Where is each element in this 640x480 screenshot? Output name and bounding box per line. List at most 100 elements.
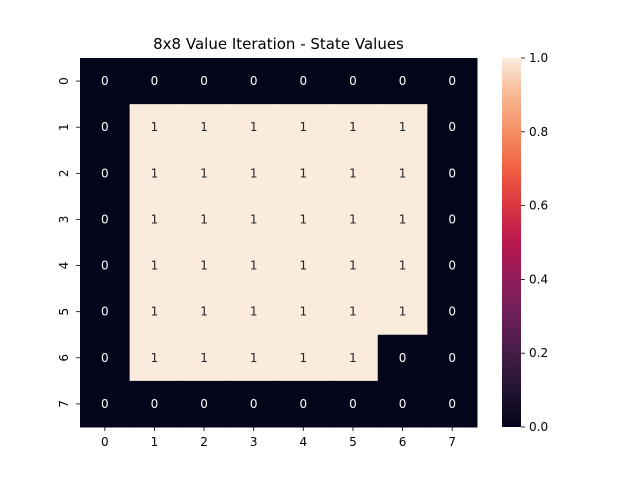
heatmap-cell	[278, 196, 329, 243]
heatmap-cell	[179, 288, 230, 336]
heatmap-cell	[328, 334, 379, 382]
colorbar-tick-label: 0.6	[529, 199, 548, 213]
cell-value-label: 1	[299, 305, 307, 319]
cell-value-label: 0	[448, 212, 456, 226]
cell-value-label: 0	[448, 74, 456, 88]
cell-value-label: 1	[399, 259, 407, 273]
cell-value-label: 0	[448, 166, 456, 180]
x-tick-label: 4	[299, 435, 307, 449]
heatmap-cell	[427, 196, 478, 243]
y-tick-label: 4	[57, 262, 71, 270]
y-tick-label: 1	[57, 123, 71, 131]
heatmap-cell	[278, 150, 329, 197]
cell-value-label: 0	[349, 74, 357, 88]
heatmap-cell	[129, 380, 180, 428]
cell-value-label: 1	[200, 305, 208, 319]
heatmap-cell	[80, 104, 131, 151]
cell-value-label: 1	[200, 212, 208, 226]
heatmap-cell	[427, 380, 478, 428]
cell-value-label: 0	[151, 74, 159, 88]
heatmap-cell	[228, 288, 279, 336]
heatmap-cell	[328, 288, 379, 336]
heatmap-cell	[179, 150, 230, 197]
heatmap-cell	[80, 196, 131, 243]
heatmap-cell	[179, 104, 230, 151]
heatmap-cell	[80, 242, 131, 290]
y-tick-label: 6	[57, 354, 71, 362]
heatmap-cell	[377, 288, 428, 336]
cell-value-label: 0	[299, 397, 307, 411]
heatmap-cell	[377, 104, 428, 151]
heatmap-cell	[427, 150, 478, 197]
cell-value-label: 1	[151, 212, 159, 226]
cell-value-label: 0	[349, 397, 357, 411]
y-tick-label: 7	[57, 400, 71, 408]
heatmap-cell	[129, 334, 180, 382]
cell-value-label: 0	[200, 74, 208, 88]
colorbar-tick-label: 1.0	[529, 51, 548, 65]
cell-value-label: 0	[101, 305, 109, 319]
heatmap-cell	[179, 196, 230, 243]
heatmap-cell	[328, 196, 379, 243]
heatmap-cell	[80, 380, 131, 428]
cell-value-label: 1	[250, 212, 258, 226]
colorbar-gradient	[502, 58, 521, 427]
x-tick-label: 7	[448, 435, 456, 449]
y-axis-ticks: 0 1 2 3 4 5 6 7	[57, 77, 80, 408]
cell-value-label: 1	[250, 120, 258, 134]
cell-value-label: 1	[399, 120, 407, 134]
heatmap-cell	[228, 334, 279, 382]
heatmap-cell	[80, 288, 131, 336]
chart-title: 8x8 Value Iteration - State Values	[153, 35, 404, 53]
x-tick-label: 5	[349, 435, 357, 449]
heatmap-cell	[278, 58, 329, 105]
cell-value-label: 0	[101, 166, 109, 180]
cell-value-label: 0	[101, 74, 109, 88]
cell-value-label: 1	[200, 351, 208, 365]
heatmap-cells	[80, 58, 478, 428]
x-tick-label: 6	[399, 435, 407, 449]
cell-value-label: 1	[151, 166, 159, 180]
cell-value-label: 1	[399, 212, 407, 226]
cell-value-label: 0	[101, 397, 109, 411]
heatmap-cell	[129, 104, 180, 151]
cell-value-label: 0	[399, 351, 407, 365]
heatmap-cell	[427, 334, 478, 382]
cell-value-label: 1	[250, 166, 258, 180]
cell-value-label: 0	[101, 351, 109, 365]
cell-value-label: 0	[448, 120, 456, 134]
colorbar-tick-label: 0.8	[529, 125, 548, 139]
heatmap-cell	[129, 196, 180, 243]
cell-value-label: 1	[349, 259, 357, 273]
heatmap-cell	[278, 380, 329, 428]
heatmap-cell	[278, 334, 329, 382]
heatmap-cell	[278, 288, 329, 336]
heatmap-cell	[228, 242, 279, 290]
heatmap-cell	[377, 242, 428, 290]
cell-value-label: 0	[448, 305, 456, 319]
cell-value-label: 0	[299, 74, 307, 88]
heatmap-cell	[129, 288, 180, 336]
heatmap-cell	[328, 104, 379, 151]
heatmap-cell	[377, 380, 428, 428]
colorbar-tick-label: 0.0	[529, 420, 548, 434]
heatmap-cell	[328, 58, 379, 105]
cell-value-label: 1	[349, 351, 357, 365]
heatmap-cell	[377, 196, 428, 243]
cell-annotations: 0 0 0 0 0 0 0 0 0 1 1 1 1 1 1 0 0 1 1 1 1 1 1 0 0 1 1 1 1 1 1 0 0 1 1 1 1 1 1 0…	[101, 74, 456, 411]
cell-value-label: 1	[250, 351, 258, 365]
heatmap-cell	[427, 58, 478, 105]
cell-value-label: 1	[151, 259, 159, 273]
cell-value-label: 1	[250, 305, 258, 319]
cell-value-label: 1	[299, 120, 307, 134]
cell-value-label: 1	[151, 120, 159, 134]
heatmap-cell	[228, 380, 279, 428]
cell-value-label: 1	[299, 212, 307, 226]
heatmap-cell	[427, 288, 478, 336]
heatmap-cell	[80, 334, 131, 382]
cell-value-label: 1	[299, 166, 307, 180]
heatmap-cell	[278, 242, 329, 290]
colorbar-tick-label: 0.4	[529, 272, 548, 286]
colorbar: 0.0 0.2 0.4 0.6 0.8 1.0	[502, 51, 548, 434]
